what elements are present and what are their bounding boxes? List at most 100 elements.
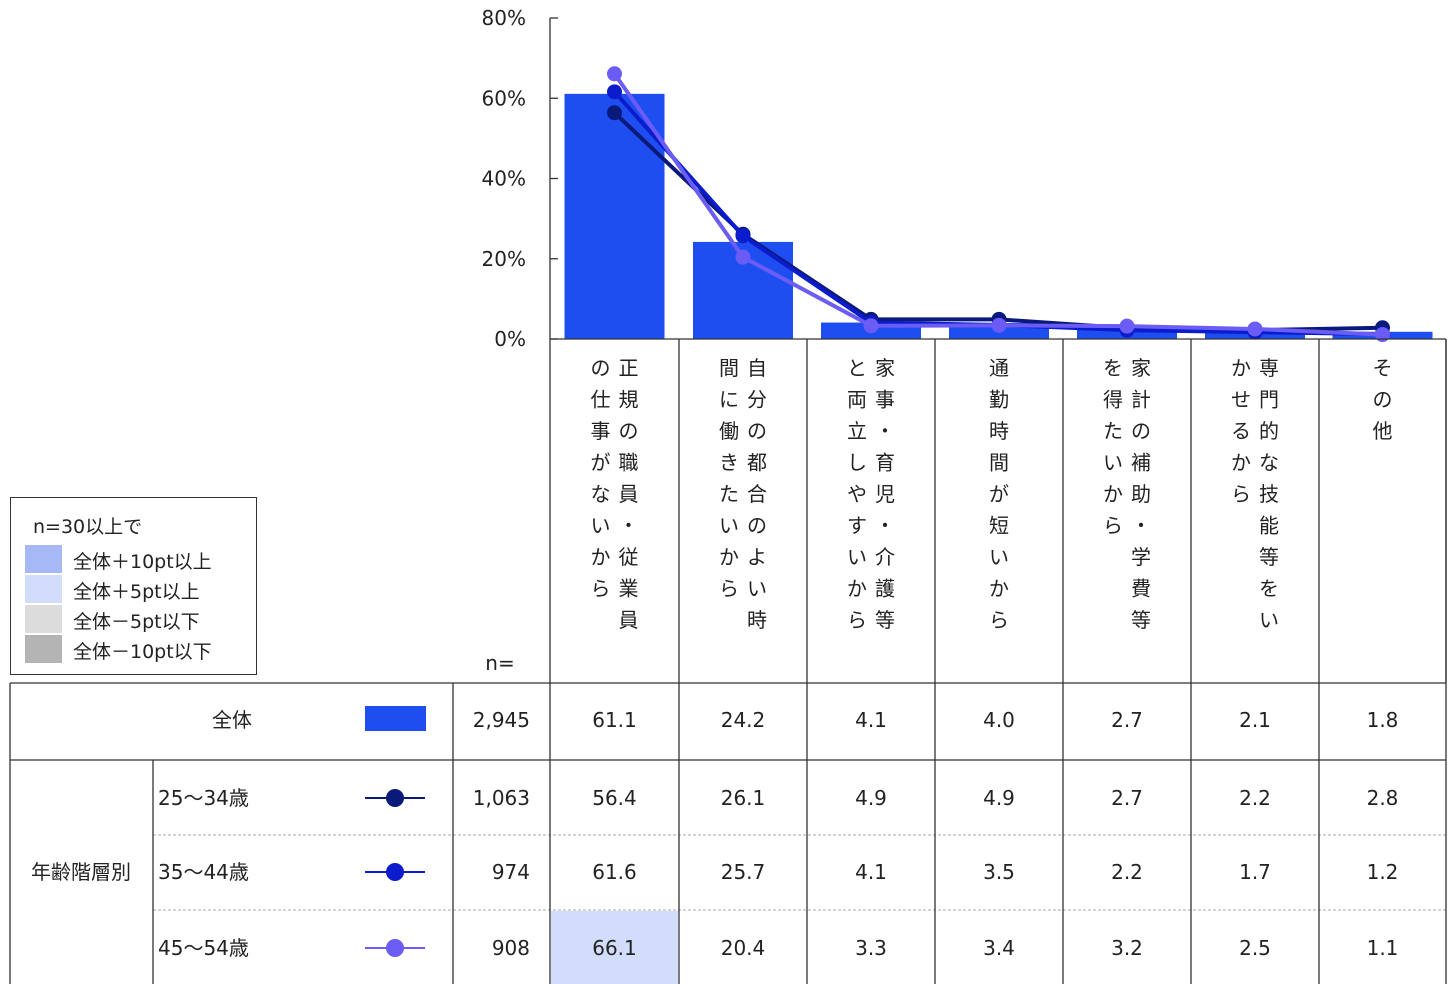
category-label-char: ら bbox=[1103, 514, 1123, 538]
category-label-char: ら bbox=[591, 577, 611, 601]
category-label-char: 等 bbox=[1131, 608, 1151, 632]
category-label-char: い bbox=[1103, 451, 1123, 475]
category-label-char: す bbox=[847, 514, 867, 538]
row-n-value: 974 bbox=[492, 860, 530, 884]
category-label-char: ら bbox=[1231, 482, 1251, 506]
series-point bbox=[1247, 321, 1263, 337]
category-label-char: ・ bbox=[619, 514, 639, 538]
category-label-char: ・ bbox=[1131, 514, 1151, 538]
row-value: 2.1 bbox=[1239, 708, 1271, 732]
category-label-char: 自 bbox=[747, 356, 767, 380]
category-label-char: が bbox=[591, 451, 611, 475]
category-label-char: き bbox=[719, 451, 739, 475]
series-point bbox=[607, 105, 622, 121]
category-label-char: に bbox=[719, 388, 739, 412]
category-label-char: の bbox=[1373, 388, 1393, 412]
row-value: 61.6 bbox=[592, 860, 637, 884]
y-tick-label: 20% bbox=[482, 247, 526, 271]
category-label-char: の bbox=[1131, 419, 1151, 443]
category-label-char: 家 bbox=[1131, 356, 1151, 380]
y-tick-label: 40% bbox=[482, 167, 526, 191]
category-label-char: 門 bbox=[1259, 388, 1279, 412]
row-value: 1.2 bbox=[1367, 860, 1399, 884]
category-label-char: の bbox=[591, 356, 611, 380]
category-label-char: 育 bbox=[875, 451, 895, 475]
y-tick-label: 80% bbox=[482, 6, 526, 30]
category-label-char: い bbox=[719, 514, 739, 538]
category-label-char: な bbox=[1259, 451, 1279, 475]
category-label-char: の bbox=[747, 419, 767, 443]
category-label-char: 通 bbox=[989, 356, 1009, 380]
category-label-char: か bbox=[1103, 482, 1123, 506]
category-label-char: し bbox=[847, 451, 867, 475]
category-label-char: ら bbox=[989, 608, 1009, 632]
row-value: 1.7 bbox=[1239, 860, 1271, 884]
category-label-char: 等 bbox=[875, 608, 895, 632]
category-label-char: 時 bbox=[747, 608, 767, 632]
row-value: 56.4 bbox=[592, 786, 637, 810]
category-label-char: よ bbox=[747, 545, 767, 569]
category-label-char: 正 bbox=[619, 356, 639, 380]
category-label-char: い bbox=[1259, 608, 1279, 632]
category-label-char: 他 bbox=[1373, 419, 1393, 443]
legend-swatch-plus5 bbox=[25, 575, 62, 603]
series-point bbox=[607, 84, 622, 100]
category-label-char: 補 bbox=[1131, 451, 1151, 475]
row-value: 26.1 bbox=[721, 786, 766, 810]
row-value: 24.2 bbox=[721, 708, 766, 732]
series-point bbox=[863, 318, 879, 334]
category-label-char: 能 bbox=[1259, 514, 1279, 538]
category-label-char: 時 bbox=[989, 419, 1009, 443]
category-label-char: 都 bbox=[747, 451, 767, 475]
row-value: 25.7 bbox=[721, 860, 766, 884]
legend-swatch-plus10 bbox=[25, 545, 62, 573]
category-label-char: 合 bbox=[747, 482, 767, 506]
category-label-char: そ bbox=[1373, 356, 1393, 380]
category-label-char: 費 bbox=[1131, 577, 1151, 601]
category-label-char: る bbox=[1231, 419, 1251, 443]
row-value: 3.3 bbox=[855, 936, 887, 960]
category-label-char: 業 bbox=[619, 577, 639, 601]
group-label: 年齢階層別 bbox=[31, 860, 131, 884]
series-point bbox=[735, 228, 751, 244]
category-label-char: 員 bbox=[619, 608, 639, 632]
category-label-char: 働 bbox=[719, 419, 739, 443]
category-label-char: の bbox=[619, 419, 639, 443]
row-value: 4.9 bbox=[855, 786, 887, 810]
row-value: 1.8 bbox=[1367, 708, 1399, 732]
category-label-char: と bbox=[847, 356, 867, 380]
legend: n=30以上で 全体＋10pt以上 全体＋5pt以上 全体－5pt以下 全体－1… bbox=[10, 497, 257, 675]
category-label-char: せ bbox=[1231, 388, 1251, 412]
category-label-char: 介 bbox=[875, 545, 895, 569]
category-label-char: 事 bbox=[591, 419, 611, 443]
row-n-value: 1,063 bbox=[473, 786, 530, 810]
category-label-char: い bbox=[591, 514, 611, 538]
row-value: 2.2 bbox=[1239, 786, 1271, 810]
legend-swatch-minus10 bbox=[25, 635, 62, 663]
category-label-char: 事 bbox=[875, 388, 895, 412]
category-label-char: な bbox=[591, 482, 611, 506]
category-label-char: 児 bbox=[875, 482, 895, 506]
category-label-char: 従 bbox=[619, 545, 639, 569]
category-label-char: ・ bbox=[875, 419, 895, 443]
legend-label-minus10: 全体－10pt以下 bbox=[73, 641, 212, 663]
category-label-char: か bbox=[1231, 451, 1251, 475]
y-tick-label: 0% bbox=[494, 327, 526, 351]
category-label-char: ・ bbox=[875, 514, 895, 538]
row-marker-point bbox=[386, 789, 404, 807]
category-label-char: や bbox=[847, 482, 867, 506]
n-header: n= bbox=[485, 651, 514, 675]
row-value: 4.1 bbox=[855, 708, 887, 732]
category-label-char: た bbox=[1103, 419, 1123, 443]
category-label-char: か bbox=[591, 545, 611, 569]
row-value: 3.5 bbox=[983, 860, 1015, 884]
category-label-char: 分 bbox=[747, 388, 767, 412]
category-label-char: い bbox=[989, 545, 1009, 569]
category-label-char: 助 bbox=[1131, 482, 1151, 506]
row-label: 全体 bbox=[212, 708, 252, 732]
row-value: 3.4 bbox=[983, 936, 1015, 960]
series-point bbox=[735, 249, 751, 265]
category-label-char: 計 bbox=[1131, 388, 1151, 412]
row-value: 20.4 bbox=[721, 936, 766, 960]
category-label-char: 仕 bbox=[591, 388, 611, 412]
